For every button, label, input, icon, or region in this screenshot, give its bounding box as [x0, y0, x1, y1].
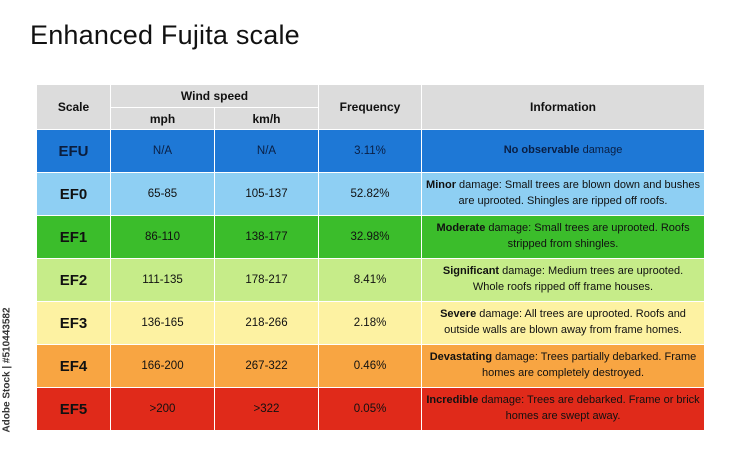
- mph-cell: 65-85: [110, 172, 215, 216]
- frequency-cell: 8.41%: [318, 258, 423, 302]
- scale-cell: EF0: [36, 172, 111, 216]
- damage-level: Severe: [440, 308, 477, 321]
- information-cell: Minor damage: Small trees are blown down…: [421, 172, 706, 216]
- scale-cell: EF1: [36, 215, 111, 259]
- mph-cell: >200: [110, 387, 215, 431]
- information-cell: No observable damage: [421, 129, 706, 173]
- header-wind-speed: Wind speed: [109, 84, 320, 108]
- damage-description: damage: All trees are uprooted. Roofs an…: [444, 308, 686, 336]
- header-frequency: Frequency: [318, 84, 423, 130]
- mph-cell: 86-110: [110, 215, 215, 259]
- damage-description: damage: Small trees are blown down and b…: [456, 179, 700, 207]
- damage-description: damage: Medium trees are uprooted. Whole…: [472, 265, 684, 293]
- scale-cell: EFU: [36, 129, 111, 173]
- table-row: EF5 >200 >322 0.05% Incredible damage: T…: [36, 387, 706, 431]
- kmh-cell: 105-137: [213, 172, 320, 216]
- table-body: EFU N/A N/A 3.11% No observable damage E…: [36, 129, 706, 431]
- kmh-cell: N/A: [213, 129, 320, 173]
- header-kmh: km/h: [213, 107, 320, 130]
- scale-cell: EF3: [36, 301, 111, 345]
- table-header: Scale Wind speed Frequency Information m…: [36, 84, 706, 130]
- table-row: EF4 166-200 267-322 0.46% Devastating da…: [36, 344, 706, 388]
- table-row: EFU N/A N/A 3.11% No observable damage: [36, 129, 706, 173]
- information-cell: Significant damage: Medium trees are upr…: [421, 258, 706, 302]
- damage-description: damage: Trees partially debarked. Frame …: [482, 351, 697, 379]
- table-row: EF0 65-85 105-137 52.82% Minor damage: S…: [36, 172, 706, 216]
- kmh-cell: 267-322: [213, 344, 320, 388]
- fujita-table: Scale Wind speed Frequency Information m…: [36, 84, 706, 431]
- header-information: Information: [421, 84, 706, 130]
- frequency-cell: 32.98%: [318, 215, 423, 259]
- damage-description: damage: [579, 144, 623, 157]
- table-row: EF1 86-110 138-177 32.98% Moderate damag…: [36, 215, 706, 259]
- damage-level: Devastating: [429, 351, 493, 364]
- damage-level: Significant: [442, 265, 500, 278]
- table-row: EF3 136-165 218-266 2.18% Severe damage:…: [36, 301, 706, 345]
- scale-cell: EF5: [36, 387, 111, 431]
- damage-description: damage: Small trees are uprooted. Roofs …: [485, 222, 690, 250]
- damage-level: No observable: [503, 144, 580, 157]
- mph-cell: 111-135: [110, 258, 215, 302]
- kmh-cell: 138-177: [213, 215, 320, 259]
- frequency-cell: 0.46%: [318, 344, 423, 388]
- damage-level: Minor: [426, 179, 456, 192]
- page-title: Enhanced Fujita scale: [30, 20, 300, 50]
- kmh-cell: >322: [213, 387, 320, 431]
- kmh-cell: 218-266: [213, 301, 320, 345]
- scale-cell: EF2: [36, 258, 111, 302]
- credit-watermark: Adobe Stock | #510443582: [0, 300, 14, 440]
- mph-cell: N/A: [110, 129, 215, 173]
- mph-cell: 166-200: [110, 344, 215, 388]
- header-scale: Scale: [36, 84, 111, 130]
- information-cell: Moderate damage: Small trees are uproote…: [421, 215, 706, 259]
- frequency-cell: 3.11%: [318, 129, 423, 173]
- damage-description: damage: Trees are debarked. Frame or bri…: [478, 394, 700, 422]
- fujita-table-container: Scale Wind speed Frequency Information m…: [36, 84, 706, 431]
- mph-cell: 136-165: [110, 301, 215, 345]
- credit-text: Adobe Stock | #510443582: [1, 307, 13, 433]
- damage-level: Moderate: [436, 222, 486, 235]
- information-cell: Devastating damage: Trees partially deba…: [421, 344, 706, 388]
- frequency-cell: 0.05%: [318, 387, 423, 431]
- kmh-cell: 178-217: [213, 258, 320, 302]
- scale-cell: EF4: [36, 344, 111, 388]
- frequency-cell: 2.18%: [318, 301, 423, 345]
- frequency-cell: 52.82%: [318, 172, 423, 216]
- table-row: EF2 111-135 178-217 8.41% Significant da…: [36, 258, 706, 302]
- damage-level: Incredible: [426, 394, 479, 407]
- information-cell: Incredible damage: Trees are debarked. F…: [421, 387, 706, 431]
- header-mph: mph: [110, 107, 215, 130]
- information-cell: Severe damage: All trees are uprooted. R…: [421, 301, 706, 345]
